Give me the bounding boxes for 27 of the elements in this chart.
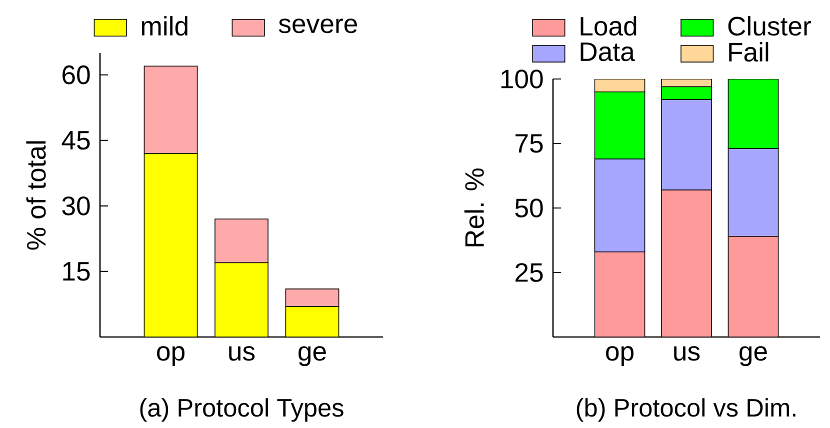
y-tick-label: 100 [501, 70, 543, 88]
y-tick-label: 15 [63, 262, 90, 281]
legend-label: Data [580, 42, 635, 62]
legend-label: Cluster [728, 16, 811, 36]
y-tick-label: 30 [62, 196, 90, 216]
x-tick-label: ge [740, 346, 767, 366]
x-tick-label: us [674, 346, 700, 361]
text: (a) Protocol Types [140, 398, 344, 422]
x-tick-label: ge [298, 346, 326, 366]
y-tick-label: 75 [516, 134, 543, 153]
bar [661, 86, 712, 100]
x-tick-label: op [606, 346, 634, 366]
bar [594, 91, 646, 160]
text: (b) Protocol vs Dim. [576, 398, 796, 422]
y-tick-label: 25 [516, 263, 543, 282]
y-tick-label: 45 [62, 131, 90, 150]
legend-label: Fail [729, 42, 768, 62]
bar [728, 79, 779, 150]
x-tick-label: us [229, 346, 255, 361]
y-tick-label: 60 [62, 65, 90, 84]
legend-label: mild [142, 16, 188, 36]
y-tick-label: 50 [515, 198, 543, 218]
x-tick-label: op [157, 346, 184, 366]
legend-label: Load [580, 16, 636, 36]
y-axis-title: Rel. % [464, 168, 484, 246]
legend-label: severe [278, 18, 357, 34]
y-axis-title: % of total [26, 141, 46, 250]
